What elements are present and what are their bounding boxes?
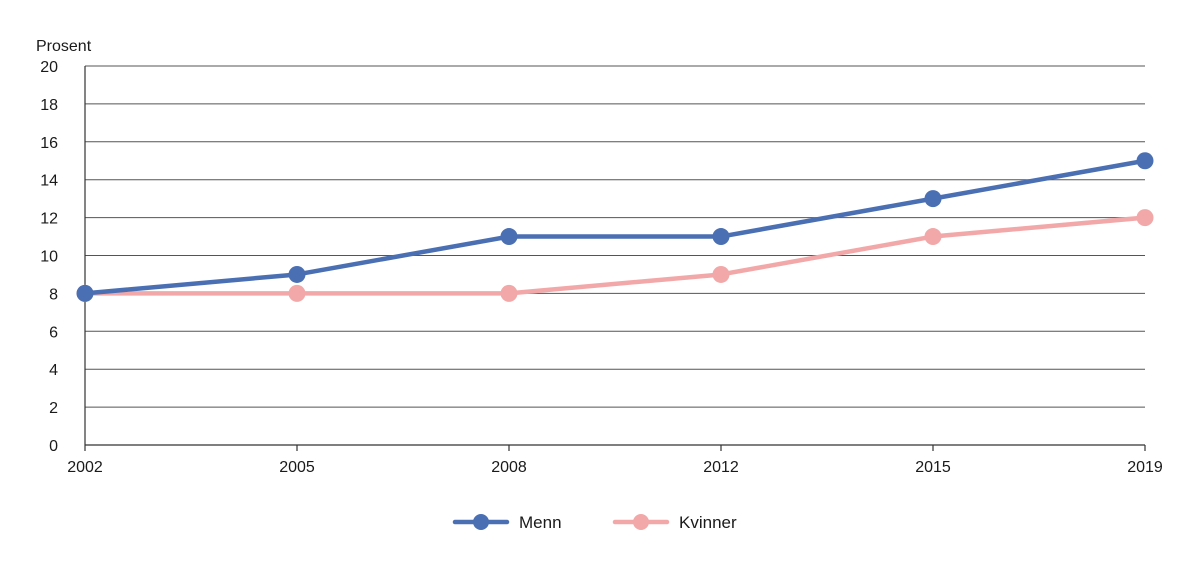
x-tick-label: 2002 — [67, 459, 103, 476]
data-point-kvinner-2008 — [500, 284, 518, 302]
x-tick-label: 2012 — [703, 459, 739, 476]
data-point-kvinner-2005 — [288, 284, 306, 302]
legend-swatch-marker-menn — [473, 514, 489, 530]
y-tick-labels: 0 2 4 6 8 10 12 14 16 18 20 — [40, 59, 58, 455]
series-line-kvinner — [82, 215, 1148, 296]
y-tick-label: 12 — [40, 211, 58, 228]
data-point-menn-2008 — [500, 228, 518, 246]
data-point-menn-2015 — [924, 190, 942, 208]
x-tick-label: 2015 — [915, 459, 951, 476]
data-point-menn-2012 — [712, 228, 730, 246]
y-tick-label: 6 — [49, 324, 58, 341]
legend-item-menn: Menn — [452, 513, 562, 532]
series — [76, 152, 1154, 302]
legend-label-menn: Menn — [519, 513, 562, 532]
x-tick-label: 2005 — [279, 459, 315, 476]
data-point-menn-2019 — [1136, 152, 1154, 170]
y-tick-label: 8 — [49, 286, 58, 303]
y-tick-label: 2 — [49, 400, 58, 417]
y-axis-label: Prosent — [36, 38, 92, 55]
legend-label-kvinner: Kvinner — [679, 513, 737, 532]
series-line-menn — [82, 158, 1148, 296]
data-point-menn-2002 — [76, 284, 94, 302]
x-tick-label: 2008 — [491, 459, 527, 476]
legend-swatch-marker-kvinner — [633, 514, 649, 530]
x-tick-label: 2019 — [1127, 459, 1163, 476]
legend: Menn Kvinner — [452, 513, 737, 532]
y-tick-label: 14 — [40, 173, 58, 190]
y-tick-label: 0 — [49, 438, 58, 455]
y-tick-label: 18 — [40, 97, 58, 114]
data-point-kvinner-2019 — [1136, 209, 1154, 227]
y-tick-label: 16 — [40, 135, 58, 152]
axes — [84, 66, 1146, 451]
y-tick-label: 20 — [40, 59, 58, 76]
y-tick-label: 4 — [49, 362, 58, 379]
data-point-menn-2005 — [288, 265, 306, 283]
legend-item-kvinner: Kvinner — [612, 513, 737, 532]
data-point-kvinner-2015 — [924, 228, 942, 246]
series-menn — [76, 152, 1154, 302]
x-tick-labels: 2002 2005 2008 2012 2015 2019 — [67, 459, 1163, 476]
y-tick-label: 10 — [40, 249, 58, 266]
data-point-kvinner-2012 — [712, 265, 730, 283]
